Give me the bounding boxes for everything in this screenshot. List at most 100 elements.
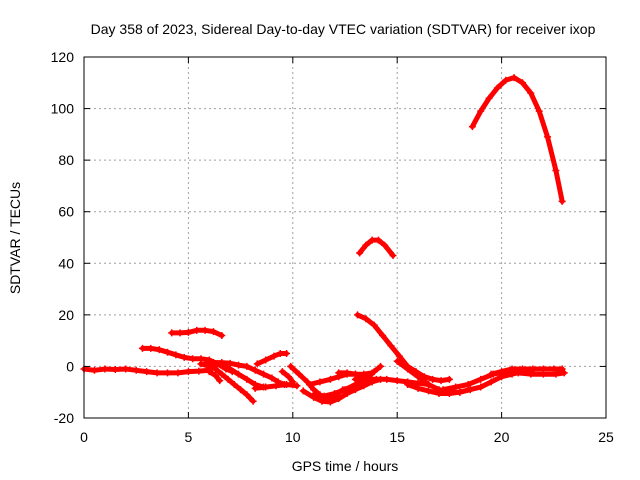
data-point [283,380,291,388]
y-tick-label: 100 [51,101,75,117]
data-point [218,361,226,369]
data-point [445,375,453,383]
data-point [558,365,566,373]
data-point [468,123,476,131]
data-point [429,375,437,383]
data-point [138,344,146,352]
grid-lines [84,57,606,418]
y-tick-label: -20 [54,410,74,426]
data-point [466,386,474,394]
data-point [218,370,226,378]
x-axis-label: GPS time / hours [292,458,399,474]
data-point [376,362,384,370]
y-tick-label: 40 [58,255,74,271]
data-point [164,348,172,356]
data-point [354,311,362,319]
data-point [351,375,359,383]
data-point [201,360,209,368]
data-point [508,365,516,373]
data-point [111,366,119,374]
data-point [147,344,155,352]
data-point [456,388,464,396]
data-point [435,390,443,398]
data-point [370,368,378,376]
data-point [502,76,510,84]
data-points [80,74,568,406]
data-point [437,377,445,385]
y-tick-label: 120 [51,49,75,65]
data-point [318,397,326,405]
data-point [320,392,328,400]
data-point [295,370,303,378]
data-point [253,360,261,368]
data-point [184,368,192,376]
data-point [164,369,172,377]
data-point [360,382,368,390]
data-point [362,241,370,249]
data-point [218,331,226,339]
x-tick-label: 5 [185,429,193,445]
data-point [235,370,243,378]
data-point [276,350,284,358]
data-point [180,353,188,361]
data-point [560,369,568,377]
data-point [293,382,301,390]
data-point [101,365,109,373]
data-point [168,329,176,337]
data-point [153,369,161,377]
data-point [285,373,293,381]
data-point [335,395,343,403]
data-point [230,380,238,388]
data-point [362,375,370,383]
data-point [326,375,334,383]
data-point [243,391,251,399]
y-tick-label: 0 [66,358,74,374]
data-point [310,391,318,399]
data-point [174,369,182,377]
data-point [558,197,566,205]
data-point [485,94,493,102]
data-point [216,377,224,385]
data-point [251,366,259,374]
data-point [404,380,412,388]
data-point [425,380,433,388]
data-point [176,329,184,337]
data-point [518,79,526,87]
data-point [477,383,485,391]
data-point [184,328,192,336]
data-point [195,367,203,375]
series-arc-23 [469,75,565,204]
data-point [550,365,558,373]
data-point [544,133,552,141]
data-point [493,84,501,92]
data-point [201,326,209,334]
data-point [389,252,397,260]
data-point [237,386,245,394]
data-point [132,366,140,374]
data-point [527,370,535,378]
x-tick-label: 0 [80,429,88,445]
data-point [362,315,370,323]
data-point [343,369,351,377]
x-tick-label: 15 [389,429,405,445]
data-point [243,375,251,383]
data-point [331,390,339,398]
data-point [368,236,376,244]
y-tick-label: 60 [58,204,74,220]
data-point [226,365,234,373]
data-point [212,371,220,379]
data-point [477,107,485,115]
data-point [90,366,98,374]
data-point [414,373,422,381]
data-point [287,362,295,370]
data-point [374,236,382,244]
data-point [172,351,180,359]
data-point [260,370,268,378]
data-point [404,365,412,373]
data-point [283,350,291,358]
data-point [452,383,460,391]
data-point [205,368,213,376]
data-point [155,346,163,354]
data-point [527,89,535,97]
